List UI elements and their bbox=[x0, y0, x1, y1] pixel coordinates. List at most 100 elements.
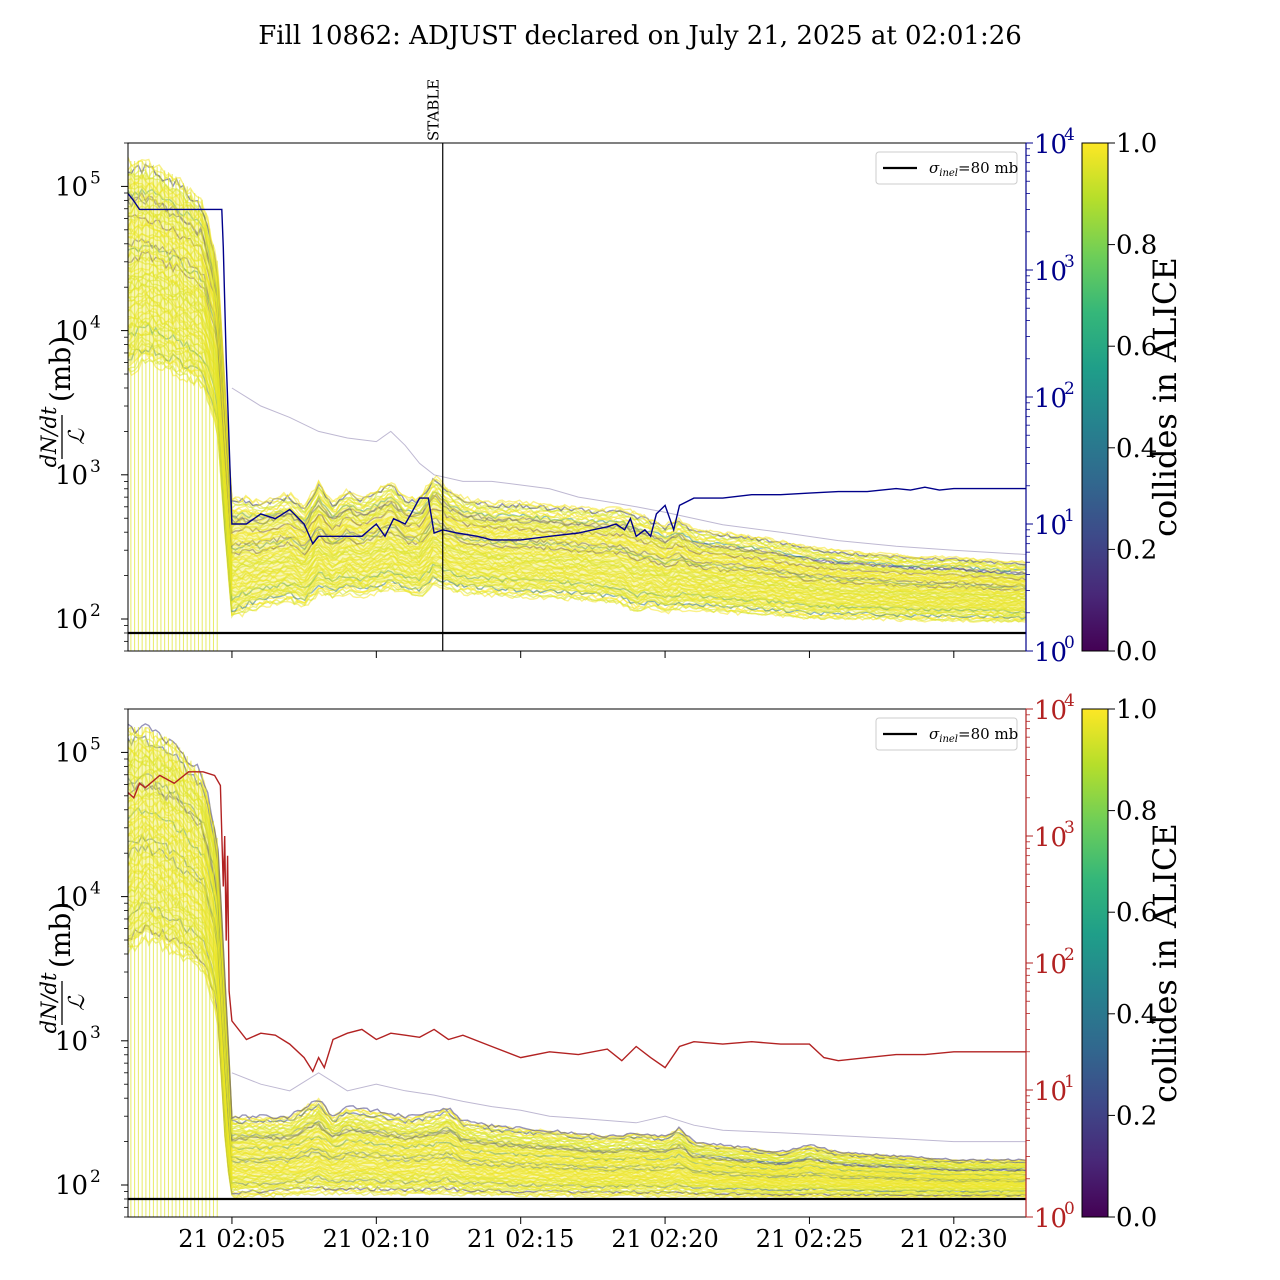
bottom-cbar-tick-label: 0.4 bbox=[1116, 1000, 1157, 1030]
bottom-ylabel-numerator: dN/dt bbox=[37, 972, 61, 1033]
bottom-legend-sub: inel bbox=[939, 734, 958, 745]
top-x-ticks bbox=[231, 651, 955, 658]
bottom-colorbar-gradient bbox=[1081, 708, 1109, 1218]
bottom-bunch-trace bbox=[128, 781, 1026, 1172]
top-ylabel-denominator: ℒ bbox=[65, 428, 90, 445]
bottom-sec-tick-exp: 0 bbox=[1064, 1199, 1075, 1219]
top-cbar-tick-label: 0.4 bbox=[1116, 434, 1157, 464]
bottom-bunch-trace bbox=[128, 746, 1026, 1166]
top-bunch-trace bbox=[128, 288, 1026, 603]
bottom-legend-sigma: σ bbox=[929, 725, 940, 743]
bottom-bunch-trace bbox=[128, 768, 1026, 1170]
top-legend-frame bbox=[875, 151, 1018, 185]
bottom-cbar-tick-label: 0.6 bbox=[1116, 898, 1157, 928]
bottom-bunch-trace bbox=[128, 781, 1026, 1172]
top-band-core bbox=[128, 175, 1026, 614]
top-ytick-label: 10 bbox=[55, 172, 88, 202]
bottom-ylabel-denominator: ℒ bbox=[65, 994, 90, 1011]
top-ytick-exp: 3 bbox=[90, 457, 101, 477]
bottom-bunch-trace bbox=[128, 786, 1026, 1173]
bottom-secondary-layer bbox=[128, 771, 1026, 1073]
top-cbar-tick-label: 1.0 bbox=[1116, 129, 1157, 159]
top-sec-tick-exp: 4 bbox=[1064, 125, 1075, 145]
top-stable-annotation: STABLE bbox=[425, 79, 443, 141]
bottom-ytick-label: 10 bbox=[55, 1171, 88, 1201]
bottom-bunch-trace bbox=[128, 863, 1026, 1186]
bottom-bunch-trace bbox=[128, 763, 1026, 1169]
bottom-bunch-trace bbox=[128, 773, 1026, 1171]
top-sec-tick-label: 10 bbox=[1034, 384, 1067, 414]
top-bunch-trace bbox=[128, 204, 1026, 577]
top-sec-tick-exp: 3 bbox=[1064, 252, 1075, 272]
top-sec-tick-label: 10 bbox=[1034, 130, 1067, 160]
top-cbar-tick-label: 0.0 bbox=[1116, 637, 1157, 667]
top-legend-sub: inel bbox=[939, 168, 958, 179]
bottom-legend-rest: =80 mb bbox=[958, 725, 1018, 743]
top-colorbar-label: collides in ALICE bbox=[1146, 257, 1184, 537]
bottom-bunch-trace bbox=[128, 748, 1026, 1166]
bottom-xtick-label: 21 02:30 bbox=[900, 1225, 1007, 1253]
bottom-cbar-tick-label: 0.2 bbox=[1116, 1101, 1157, 1131]
bottom-sec-tick-label: 10 bbox=[1034, 950, 1067, 980]
bottom-ytick-exp: 3 bbox=[90, 1023, 101, 1043]
bottom-bunch-trace bbox=[128, 725, 1026, 1163]
bottom-colorbar: 0.0 0.2 0.4 0.6 0.8 1.0 collides in ALICE bbox=[1081, 695, 1184, 1233]
bottom-bunch-trace bbox=[128, 815, 1026, 1178]
top-ytick-exp: 5 bbox=[90, 168, 101, 188]
bottom-bunch-trace bbox=[128, 797, 1026, 1174]
bottom-colorbar-label: collides in ALICE bbox=[1146, 823, 1184, 1103]
bottom-secondary-series bbox=[128, 771, 1026, 1073]
top-legend-sigma: σ bbox=[929, 159, 940, 177]
bottom-bunch-trace bbox=[128, 770, 1026, 1170]
bottom-xtick-label: 21 02:10 bbox=[323, 1225, 430, 1253]
top-ytick-label: 10 bbox=[55, 461, 88, 491]
bottom-outlier-trace bbox=[231, 1072, 1026, 1143]
bottom-ylabel-unit: (mb) bbox=[44, 902, 77, 968]
top-colorbar: 0.0 0.2 0.4 0.6 0.8 1.0 collides in ALICE bbox=[1081, 129, 1184, 667]
top-bunch-trace bbox=[128, 244, 1026, 590]
bottom-xtick-label: 21 02:20 bbox=[611, 1225, 718, 1253]
top-bunch-trace bbox=[128, 157, 1026, 564]
bottom-xtick-label: 21 02:25 bbox=[756, 1225, 863, 1253]
bottom-ytick-exp: 4 bbox=[90, 879, 101, 899]
bottom-sec-tick-label: 10 bbox=[1034, 696, 1067, 726]
top-sec-tick-exp: 1 bbox=[1064, 506, 1075, 526]
bottom-xtick-label: 21 02:15 bbox=[467, 1225, 574, 1253]
top-legend-label: σinel=80 mb bbox=[929, 159, 1018, 179]
bottom-bunch-trace bbox=[128, 750, 1026, 1167]
top-ytick-exp: 4 bbox=[90, 313, 101, 333]
bottom-legend-frame bbox=[875, 717, 1018, 751]
bottom-bunch-trace bbox=[128, 797, 1026, 1175]
top-cbar-tick-label: 0.2 bbox=[1116, 535, 1157, 565]
top-sec-tick-label: 10 bbox=[1034, 638, 1067, 668]
bottom-bunch-trace bbox=[128, 738, 1026, 1165]
bottom-bunch-trace bbox=[128, 757, 1026, 1168]
bottom-ytick-label: 10 bbox=[55, 883, 88, 913]
bottom-colorbar-ticks: 0.0 0.2 0.4 0.6 0.8 1.0 bbox=[1108, 695, 1157, 1233]
bottom-bunch-trace bbox=[128, 833, 1026, 1181]
top-colorbar-gradient bbox=[1081, 142, 1109, 652]
bottom-bunch-trace bbox=[128, 732, 1026, 1164]
bottom-sec-tick-exp: 3 bbox=[1064, 818, 1075, 838]
top-sec-tick-exp: 2 bbox=[1064, 379, 1075, 399]
top-cbar-tick-label: 0.6 bbox=[1116, 332, 1157, 362]
top-bunch-trace bbox=[128, 307, 1026, 608]
top-secondary-series bbox=[128, 193, 1026, 546]
top-ytick-exp: 2 bbox=[90, 601, 101, 621]
bottom-bunch-trace bbox=[128, 741, 1026, 1165]
bottom-x-ticks: 21 02:05 21 02:10 21 02:15 21 02:20 21 02:25… bbox=[178, 1217, 1007, 1253]
top-bunch-trace bbox=[128, 331, 1026, 616]
bottom-bunch-trace bbox=[128, 728, 1026, 1163]
top-bunch-trace bbox=[128, 169, 1026, 567]
top-ylabel-numerator: dN/dt bbox=[37, 406, 61, 467]
bottom-ytick-label: 10 bbox=[55, 1027, 88, 1057]
bottom-band-layer bbox=[128, 723, 1026, 1217]
top-plot-area bbox=[128, 143, 1026, 651]
top-bunch-trace bbox=[128, 247, 1026, 590]
